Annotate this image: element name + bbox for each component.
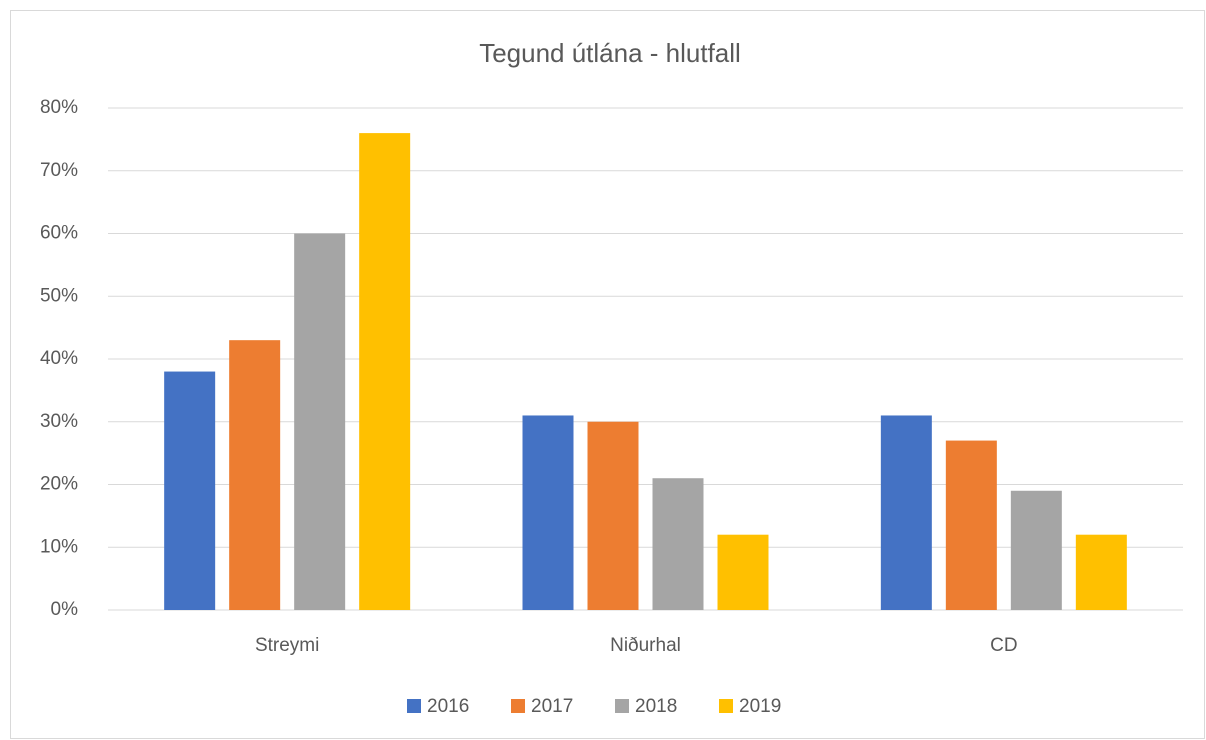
legend-label: 2017	[531, 696, 573, 717]
legend-label: 2018	[635, 696, 677, 717]
bar	[522, 415, 574, 610]
bar	[717, 534, 769, 610]
y-tick-label: 80%	[40, 97, 78, 118]
bar	[587, 421, 639, 610]
bar	[945, 440, 997, 610]
bar	[1075, 534, 1127, 610]
y-tick-label: 0%	[51, 599, 79, 620]
y-tick-label: 10%	[40, 536, 78, 557]
bar	[880, 415, 932, 610]
bar	[294, 233, 346, 610]
bar	[652, 478, 704, 610]
bar	[164, 371, 216, 610]
legend-label: 2016	[427, 696, 469, 717]
legend-swatch	[407, 699, 421, 713]
legend-label: 2019	[739, 696, 781, 717]
chart-title: Tegund útlána - hlutfall	[479, 38, 741, 68]
legend-swatch	[615, 699, 629, 713]
bar	[359, 133, 411, 610]
y-tick-label: 20%	[40, 474, 78, 495]
legend-swatch	[719, 699, 733, 713]
x-tick-label: CD	[990, 635, 1017, 656]
y-tick-label: 30%	[40, 411, 78, 432]
bar	[1010, 490, 1062, 610]
legend-swatch	[511, 699, 525, 713]
x-tick-label: Streymi	[255, 635, 319, 656]
y-tick-label: 50%	[40, 285, 78, 306]
y-tick-label: 60%	[40, 223, 78, 244]
y-tick-label: 70%	[40, 160, 78, 181]
y-tick-label: 40%	[40, 348, 78, 369]
bar	[229, 340, 281, 610]
x-tick-label: Niðurhal	[610, 635, 681, 656]
